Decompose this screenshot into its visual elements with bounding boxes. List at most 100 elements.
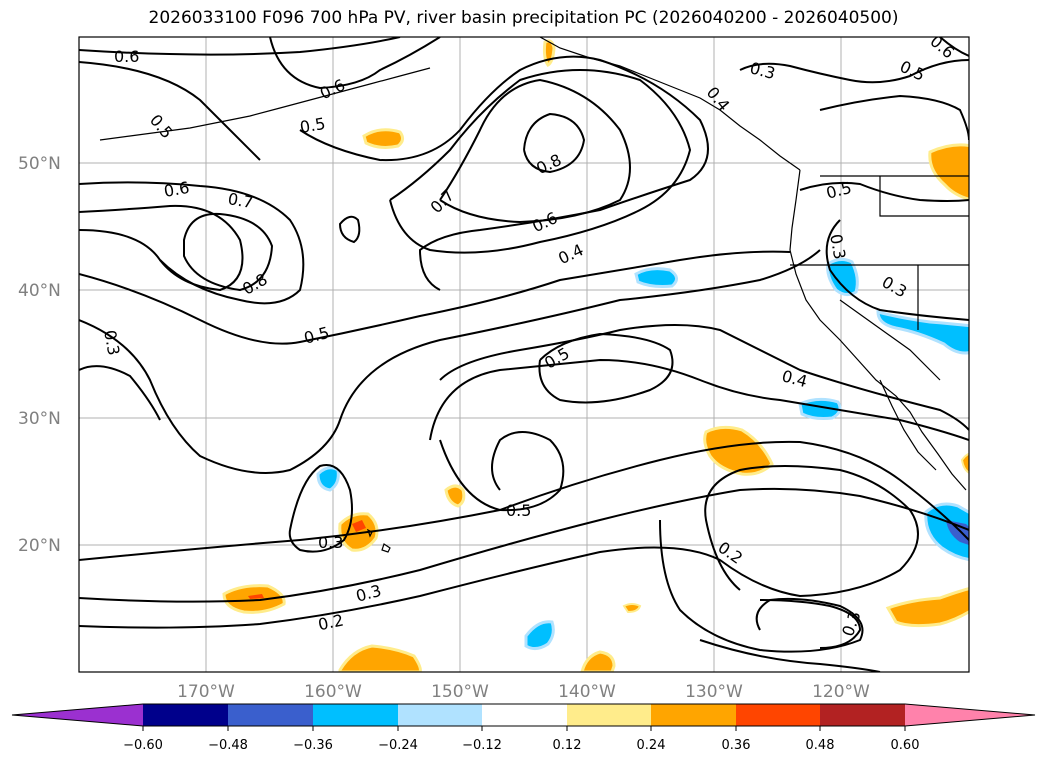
colorbar-tick-label: 0.60: [891, 738, 920, 753]
lon-label-150w: 150°W: [431, 682, 489, 702]
map-frame: [78, 36, 970, 673]
contour-label: 0.3: [100, 329, 123, 357]
lon-label-140w: 140°W: [558, 682, 616, 702]
state-border: [839, 299, 941, 381]
contour-line: [825, 219, 969, 321]
precip-shading: [222, 39, 969, 672]
lat-label-20n: 20°N: [18, 536, 61, 556]
precip-core: [352, 520, 366, 532]
contour-label: 0.3: [826, 233, 849, 261]
colorbar-tick-label: 0.36: [722, 738, 751, 753]
contour-label: 0.5: [506, 501, 531, 520]
colorbar-tick-label: −0.48: [208, 738, 248, 753]
lat-label-30n: 30°N: [18, 409, 61, 429]
contour-line: [523, 112, 586, 174]
hawaii-island: [381, 543, 391, 553]
map-background: [79, 37, 969, 672]
contour-line: [79, 440, 969, 561]
precip-blob: [222, 584, 286, 614]
colorbar-bin: [228, 704, 313, 726]
contour-line: [299, 55, 709, 291]
contour-line: [819, 94, 969, 141]
contour-label: 0.7: [226, 189, 254, 212]
latitude-labels: 50°N 40°N 30°N 20°N: [18, 154, 61, 556]
contour-line: [183, 212, 274, 292]
map-title: 2026033100 F096 700 hPa PV, river basin …: [148, 8, 899, 28]
lon-label-130w: 130°W: [685, 682, 743, 702]
contour-line: [439, 431, 565, 512]
colorbar-bin: [820, 704, 905, 726]
contour-line: [739, 59, 969, 84]
colorbar-bin: [567, 704, 651, 726]
colorbar-bin: [143, 704, 228, 726]
contour-line: [79, 249, 821, 474]
precip-blob: [634, 267, 678, 288]
contour-line: [79, 487, 969, 603]
precip-blob: [928, 143, 969, 201]
precip-blob: [876, 310, 969, 355]
precip-core: [248, 594, 264, 599]
colorbar-tick-label: −0.36: [293, 738, 333, 753]
contour-line: [79, 204, 244, 292]
colorbar-bin: [482, 704, 567, 726]
precip-blob: [622, 603, 642, 614]
lon-label-170w: 170°W: [177, 682, 235, 702]
colorbar-bin: [398, 704, 482, 726]
contour-line: [439, 324, 969, 431]
pv-contours: [79, 37, 969, 672]
contour-line: [79, 37, 401, 56]
colorbar-ticks: [142, 726, 906, 731]
colorbar-bin: [736, 704, 820, 726]
north-america-coast: [789, 169, 967, 491]
precip-blob: [826, 257, 859, 297]
contour-line: [288, 464, 353, 553]
contour-label: 0.3: [318, 533, 343, 552]
contour-line: [79, 61, 261, 161]
contour-line: [538, 332, 674, 404]
contour-label: 0.5: [298, 114, 326, 137]
colorbar-tick-label: 0.48: [806, 738, 835, 753]
contour-line: [439, 78, 631, 224]
contour-line: [699, 639, 881, 672]
contour-line: [79, 365, 161, 421]
contour-label: 0.6: [162, 178, 190, 201]
contour-line: [759, 599, 862, 649]
colorbar-tick-label: 0.24: [637, 738, 666, 753]
precip-blob: [960, 452, 969, 474]
precip-blob: [338, 512, 379, 552]
lat-label-50n: 50°N: [18, 154, 61, 174]
colorbar-bin: [651, 704, 736, 726]
colorbar-tick-label: −0.12: [462, 738, 502, 753]
precip-blob: [362, 128, 405, 149]
contour-line: [389, 69, 692, 254]
colorbar-tick-label: −0.60: [123, 738, 163, 753]
colorbar: −0.60 −0.48 −0.36 −0.24 −0.12 0.12 0.24 …: [11, 703, 1036, 753]
precip-blob: [580, 650, 616, 672]
precip-blob: [524, 620, 555, 651]
colorbar-tick-label: 0.12: [553, 738, 582, 753]
graticule: [79, 37, 969, 672]
longitude-labels: 170°W 160°W 150°W 140°W 130°W 120°W: [177, 682, 870, 702]
contour-line: [269, 37, 441, 90]
precip-core: [946, 520, 969, 545]
precip-blob: [703, 425, 774, 476]
contour-label: 0.2: [316, 610, 345, 634]
contour-line: [79, 250, 791, 345]
contour-line: [429, 358, 969, 441]
lon-label-120w: 120°W: [812, 682, 870, 702]
contour-line: [338, 215, 361, 244]
aleutian-islands: [99, 67, 431, 141]
contour-line: [939, 37, 969, 57]
contour-line: [79, 465, 919, 629]
colorbar-extend-high: [905, 704, 1035, 726]
colorbar-extend-low: [12, 704, 143, 726]
colorbar-tick-label: −0.24: [378, 738, 418, 753]
contour-line: [799, 181, 969, 202]
lon-label-160w: 160°W: [304, 682, 362, 702]
precip-blob: [444, 484, 466, 508]
contour-label: 0.6: [114, 47, 139, 66]
lat-label-40n: 40°N: [18, 281, 61, 301]
state-border: [879, 176, 969, 217]
precip-blob: [316, 466, 340, 492]
